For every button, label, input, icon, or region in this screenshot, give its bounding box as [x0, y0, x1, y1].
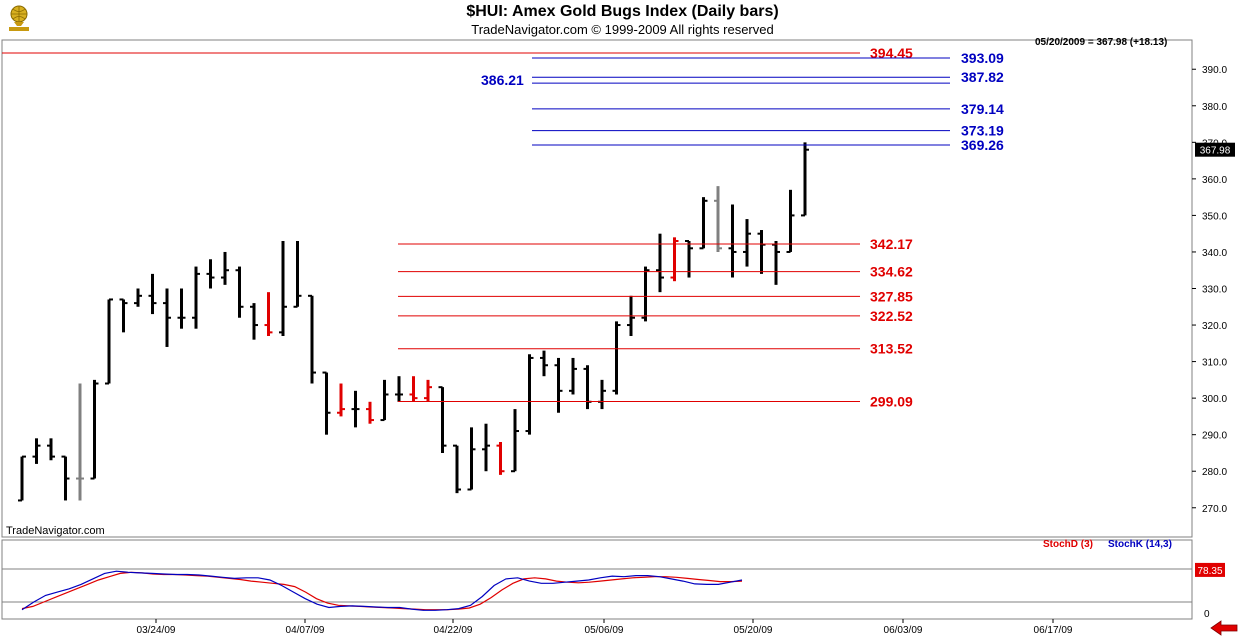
resistance-level-label: 387.82 — [961, 69, 1004, 85]
resistance-level-label: 386.21 — [481, 72, 524, 88]
stoch-k-legend: StochK (14,3) — [1108, 539, 1172, 550]
price-panel-frame — [1, 39, 1193, 538]
x-axis-tick-label: 06/03/09 — [884, 625, 923, 636]
chart-title: $HUI: Amex Gold Bugs Index (Daily bars) — [466, 3, 779, 20]
y-axis-tick-label: 310.0 — [1202, 358, 1227, 369]
support-level-label: 334.62 — [870, 264, 913, 280]
support-level-label: 342.17 — [870, 236, 913, 252]
resistance-level-label: 369.26 — [961, 137, 1004, 153]
y-axis-tick-label: 290.0 — [1202, 431, 1227, 442]
y-axis-tick-label: 270.0 — [1202, 504, 1227, 515]
y-axis-tick-label: 280.0 — [1202, 467, 1227, 478]
stoch-axis-zero-label: 0 — [1204, 609, 1210, 620]
resistance-level-label: 379.14 — [961, 101, 1004, 117]
x-axis-tick-label: 04/07/09 — [286, 625, 325, 636]
atlas-globe-icon — [9, 5, 29, 31]
x-axis-tick-label: 04/22/09 — [434, 625, 473, 636]
y-axis-tick-label: 390.0 — [1202, 65, 1227, 76]
resistance-level-label: 393.09 — [961, 50, 1004, 66]
scroll-left-arrow-icon[interactable] — [1209, 620, 1239, 636]
watermark-text: TradeNavigator.com — [6, 525, 105, 537]
stoch-k-line — [21, 570, 743, 611]
x-axis-tick-label: 03/24/09 — [137, 625, 176, 636]
stoch-d-legend: StochD (3) — [1043, 539, 1093, 550]
y-axis-tick-label: 300.0 — [1202, 394, 1227, 405]
resistance-level-label: 373.19 — [961, 123, 1004, 139]
last-price-marker — [1195, 142, 1235, 157]
support-level-label: 299.09 — [870, 393, 913, 409]
indicator-panel-frame — [1, 539, 1193, 620]
x-axis-tick-label: 05/06/09 — [585, 625, 624, 636]
support-level-label: 322.52 — [870, 308, 913, 324]
y-axis-tick-label: 350.0 — [1202, 211, 1227, 222]
x-axis-tick-label: 05/20/09 — [734, 625, 773, 636]
resistance-level-label: 394.45 — [870, 45, 913, 61]
stoch-value-label: 78.35 — [1197, 566, 1222, 577]
y-axis-tick-label: 380.0 — [1202, 102, 1227, 113]
y-axis-tick-label: 330.0 — [1202, 285, 1227, 296]
support-level-label: 313.52 — [870, 341, 913, 357]
price-readout: 05/20/2009 = 367.98 (+18.13) — [1035, 37, 1168, 48]
y-axis-tick-label: 320.0 — [1202, 321, 1227, 332]
stoch-value-marker — [1195, 562, 1225, 577]
last-price-label: 367.98 — [1200, 146, 1231, 157]
x-axis-tick-label: 06/17/09 — [1034, 625, 1073, 636]
y-axis-tick-label: 340.0 — [1202, 248, 1227, 259]
chart-subtitle: TradeNavigator.com © 1999-2009 All right… — [471, 22, 774, 37]
support-level-label: 327.85 — [870, 288, 913, 304]
y-axis-tick-label: 360.0 — [1202, 175, 1227, 186]
